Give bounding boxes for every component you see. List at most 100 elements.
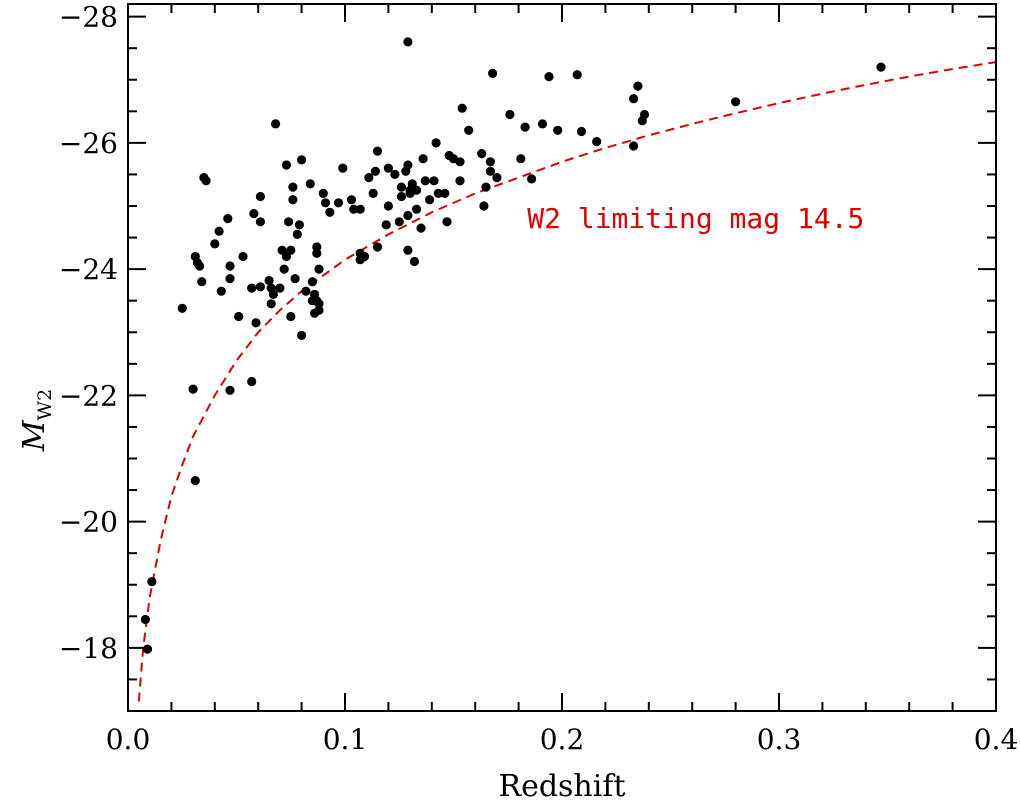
- data-point: [238, 251, 248, 262]
- data-point: [216, 286, 226, 296]
- x-tick-label: 0.4: [974, 723, 1019, 756]
- data-point: [553, 125, 563, 135]
- data-point: [396, 191, 406, 202]
- data-point: [359, 251, 370, 262]
- data-point: [876, 62, 886, 72]
- data-point: [364, 173, 374, 183]
- data-point: [225, 274, 235, 284]
- data-point: [420, 176, 430, 186]
- data-point: [346, 195, 357, 205]
- y-axis-title: MW2: [17, 389, 56, 452]
- data-point: [225, 385, 235, 395]
- data-point: [372, 242, 383, 252]
- data-point: [403, 210, 413, 221]
- data-point: [433, 188, 443, 198]
- data-point: [431, 138, 441, 148]
- data-point: [210, 239, 220, 249]
- data-point: [520, 122, 530, 132]
- data-point: [312, 248, 322, 258]
- data-point: [394, 217, 404, 227]
- data-point: [368, 188, 378, 198]
- limiting-mag-annotation: W2 limiting mag 14.5: [527, 202, 864, 235]
- data-point: [140, 614, 150, 625]
- limiting-mag-curve: [137, 61, 997, 702]
- data-point: [197, 277, 207, 287]
- data-point: [455, 176, 465, 186]
- x-tick-label: 0.0: [106, 723, 151, 756]
- tick-labels-group: 0.0 0.1 0.2 0.3 0.4 −18 −20 −22 −24 −26 −28: [59, 1, 1018, 756]
- y-tick-label: −20: [59, 506, 118, 539]
- x-tick-label: 0.1: [323, 723, 368, 756]
- data-point: [405, 185, 415, 195]
- data-point: [629, 141, 639, 151]
- data-point: [731, 97, 741, 107]
- data-point: [284, 217, 294, 227]
- data-point: [286, 311, 296, 322]
- x-axis-title: Redshift: [498, 769, 625, 800]
- data-point: [307, 277, 317, 287]
- data-point: [544, 72, 554, 82]
- data-point: [464, 125, 474, 135]
- data-point: [576, 126, 587, 137]
- data-points-group: [140, 37, 886, 654]
- data-point: [301, 286, 311, 296]
- y-axis-title-main: M: [17, 419, 52, 452]
- data-point: [572, 70, 582, 80]
- data-point: [142, 644, 153, 654]
- data-point: [338, 163, 348, 173]
- data-point: [286, 245, 296, 255]
- data-point: [488, 68, 498, 78]
- y-tick-label: −28: [59, 1, 118, 34]
- data-point: [255, 282, 265, 292]
- y-axis-title-subscript: W2: [34, 389, 56, 421]
- data-point: [457, 103, 467, 113]
- data-point: [223, 214, 233, 224]
- data-point: [429, 176, 439, 186]
- data-point: [268, 289, 278, 299]
- data-point: [310, 308, 320, 318]
- data-point: [485, 157, 495, 167]
- data-point: [409, 256, 419, 267]
- data-point: [266, 299, 276, 309]
- data-point: [481, 182, 491, 192]
- data-point: [516, 154, 526, 164]
- data-point: [418, 154, 428, 164]
- data-point: [279, 264, 289, 274]
- data-point: [355, 204, 365, 214]
- data-point: [288, 182, 298, 192]
- y-tick-label: −24: [59, 253, 118, 286]
- data-point: [448, 154, 459, 164]
- data-point: [264, 275, 274, 286]
- data-point: [485, 166, 495, 176]
- x-tick-label: 0.3: [757, 723, 802, 756]
- data-point: [294, 220, 304, 230]
- data-point: [247, 376, 257, 387]
- data-point: [275, 283, 285, 293]
- axis-ticks-group: [127, 4, 997, 711]
- data-point: [247, 283, 257, 293]
- data-point: [297, 155, 307, 165]
- data-point: [255, 217, 265, 227]
- data-point: [416, 223, 426, 233]
- data-point: [592, 137, 602, 147]
- data-point: [492, 173, 502, 183]
- data-point: [383, 163, 393, 173]
- data-point: [383, 201, 393, 211]
- data-point: [290, 274, 300, 284]
- data-point: [370, 166, 380, 176]
- data-point: [201, 176, 211, 186]
- data-point: [188, 384, 198, 394]
- data-point: [255, 191, 265, 202]
- data-point: [401, 166, 411, 176]
- y-tick-label: −22: [59, 379, 118, 412]
- data-point: [225, 261, 235, 271]
- data-point: [425, 195, 435, 205]
- data-point: [195, 261, 205, 271]
- x-tick-label: 0.2: [540, 723, 585, 756]
- data-point: [403, 37, 413, 47]
- data-point: [527, 174, 537, 184]
- data-point: [633, 81, 643, 91]
- data-point: [325, 207, 335, 217]
- data-point: [147, 577, 157, 587]
